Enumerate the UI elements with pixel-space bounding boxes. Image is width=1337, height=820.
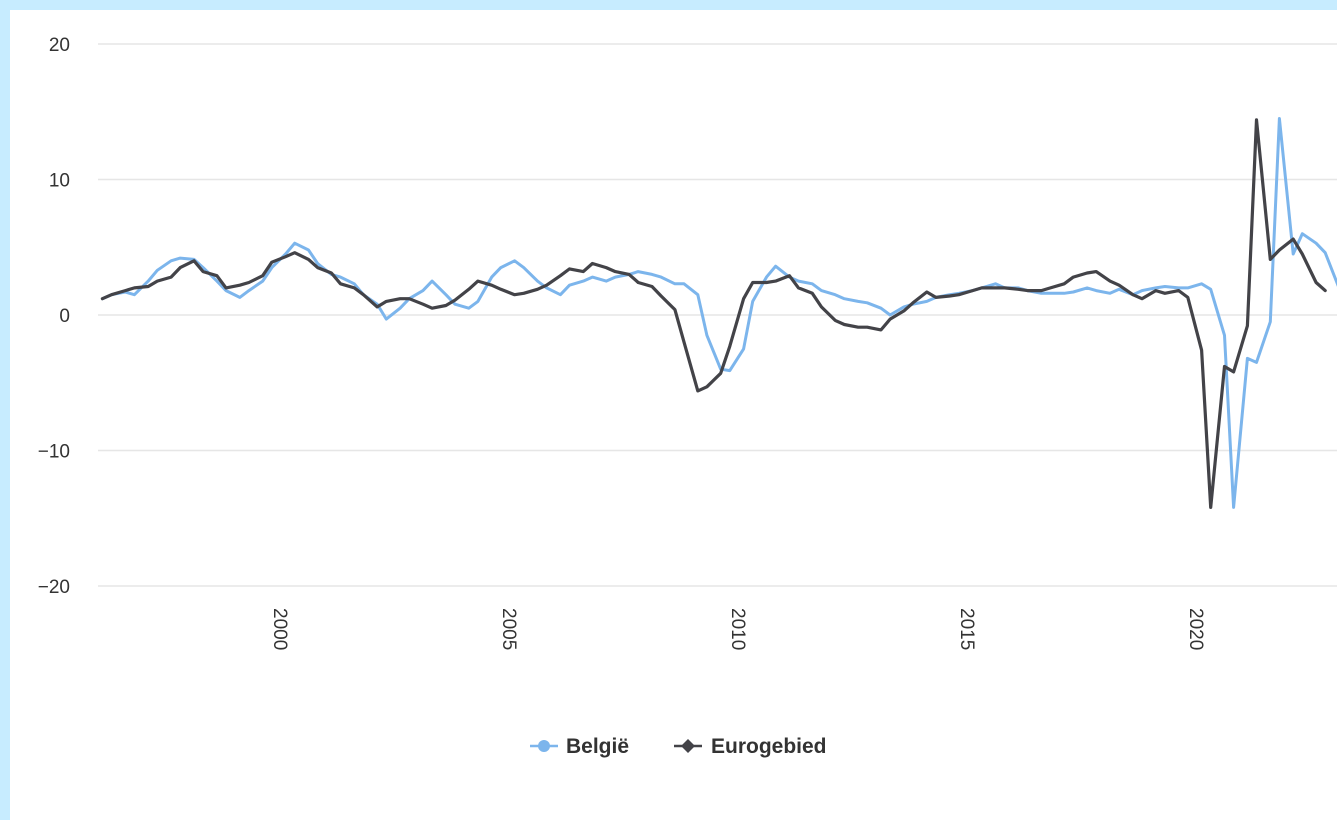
y-tick-label: 20 <box>49 35 70 56</box>
x-tick-label: 2000 <box>269 608 290 650</box>
series-lines <box>100 117 1337 509</box>
legend-item-belgie[interactable]: België <box>530 735 629 758</box>
y-axis: 20 10 0 −10 −20 <box>38 35 70 598</box>
legend-marker-eurogebied <box>681 739 695 753</box>
y-tick-label: −20 <box>38 577 70 598</box>
x-tick-label: 2005 <box>498 608 519 650</box>
legend-item-eurogebied[interactable]: Eurogebied <box>674 735 827 758</box>
y-tick-label: −10 <box>38 442 70 463</box>
y-tick-label: 10 <box>49 171 70 192</box>
chart-panel: 20 10 0 −10 −20 2000 2005 2010 2015 2020 België … <box>10 10 1337 820</box>
legend-marker-belgie <box>538 740 550 752</box>
x-axis: 2000 2005 2010 2015 2020 <box>269 608 1206 650</box>
legend-label-belgie: België <box>566 735 629 758</box>
legend[interactable]: België Eurogebied <box>530 735 827 758</box>
x-tick-label: 2020 <box>1185 608 1206 650</box>
series-line-belgie <box>100 117 1337 509</box>
x-tick-label: 2010 <box>727 608 748 650</box>
x-tick-label: 2015 <box>956 608 977 650</box>
grid-lines <box>98 43 1337 587</box>
legend-label-eurogebied: Eurogebied <box>711 735 827 758</box>
series-line-eurogebied <box>100 118 1327 509</box>
y-tick-label: 0 <box>59 306 70 327</box>
